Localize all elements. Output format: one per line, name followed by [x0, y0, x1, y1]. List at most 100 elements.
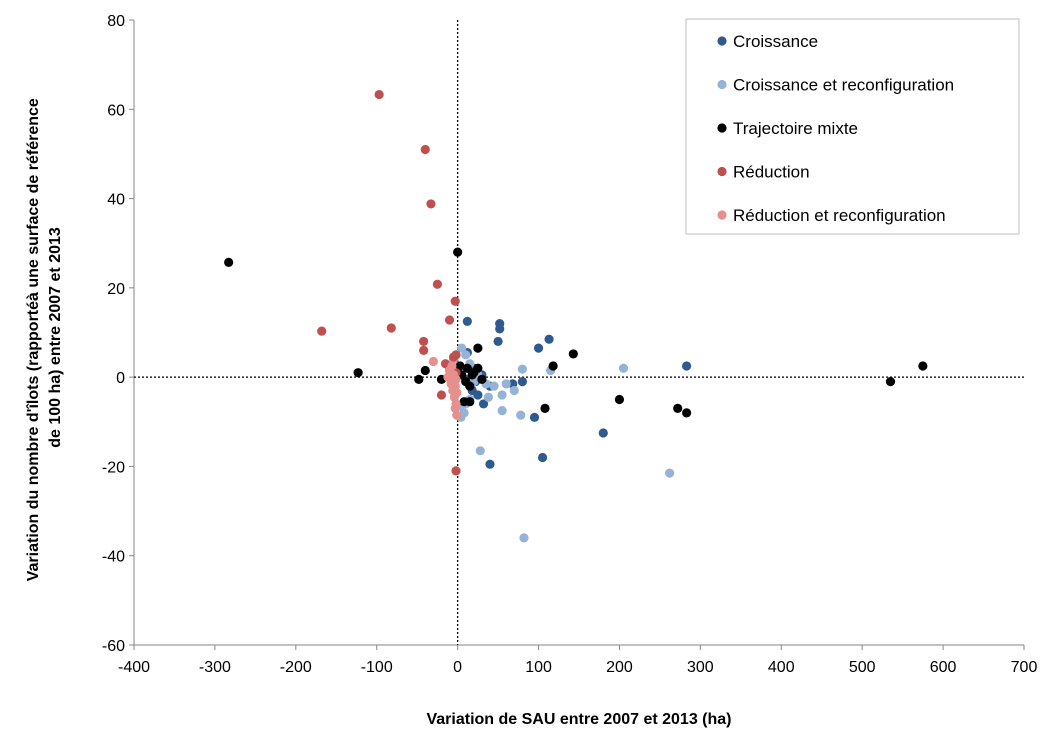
- data-point: [519, 533, 529, 543]
- data-point: [517, 377, 527, 387]
- data-point: [497, 390, 507, 400]
- data-point: [501, 379, 511, 389]
- x-axis-title: Variation de SAU entre 2007 et 2013 (ha): [426, 711, 731, 728]
- data-point: [918, 361, 928, 371]
- data-point: [426, 199, 436, 209]
- data-point: [447, 361, 457, 371]
- x-tick-label: 700: [1011, 659, 1038, 676]
- data-point: [540, 403, 550, 413]
- data-point: [452, 410, 462, 420]
- data-point: [673, 403, 683, 413]
- y-tick-label: -20: [102, 459, 125, 476]
- data-point: [436, 390, 447, 400]
- x-tick-labels: -400 -300 -200 -100 0 100 200 300 400 500 600 700: [118, 659, 1037, 676]
- legend-marker: [717, 79, 727, 90]
- data-point: [485, 459, 495, 469]
- x-tick-label: -200: [280, 659, 312, 676]
- data-point: [419, 345, 429, 355]
- series-2: [224, 247, 928, 418]
- data-point: [477, 374, 487, 384]
- data-point: [497, 406, 507, 416]
- data-point: [374, 89, 384, 100]
- y-tick-label: 0: [116, 370, 125, 387]
- data-point: [224, 257, 234, 268]
- x-tick-label: 500: [849, 659, 876, 676]
- legend-marker: [717, 123, 727, 133]
- data-point: [495, 324, 505, 334]
- x-tick-label: -400: [118, 659, 150, 676]
- data-point: [682, 408, 692, 418]
- y-tick-label: -40: [102, 549, 125, 566]
- x-tick-label: -300: [199, 659, 231, 676]
- data-point: [473, 390, 483, 400]
- data-point: [455, 361, 465, 371]
- data-point: [544, 334, 554, 344]
- x-tick-label: 200: [606, 659, 633, 676]
- legend-label: Croissance et reconfiguration: [733, 76, 954, 95]
- y-tick-label: -60: [102, 638, 125, 655]
- legend-label: Croissance: [733, 32, 818, 51]
- data-point: [475, 446, 485, 456]
- legend: Croissance Croissance et reconfiguration T…: [685, 18, 1020, 235]
- data-point: [462, 316, 472, 326]
- legend-box: [685, 18, 1020, 235]
- data-point: [548, 361, 558, 371]
- data-point: [568, 349, 578, 359]
- y-tick-label: 20: [107, 281, 125, 298]
- legend-marker: [717, 210, 727, 220]
- data-point: [444, 315, 455, 325]
- y-axis-title-line-1: Variation du nombre d'îlots (rapportéà u…: [25, 98, 42, 581]
- x-tick-label: 100: [525, 659, 552, 676]
- data-point: [465, 381, 475, 391]
- data-point: [516, 410, 526, 420]
- data-point: [537, 452, 548, 463]
- x-tick-label: -100: [361, 659, 393, 676]
- data-point: [493, 336, 503, 347]
- legend-label: Trajectoire mixte: [733, 119, 858, 138]
- data-point: [469, 368, 479, 378]
- data-point: [432, 279, 443, 289]
- data-point: [419, 336, 429, 347]
- data-point: [353, 368, 363, 378]
- data-point: [317, 326, 327, 336]
- legend-label: Réduction: [733, 163, 810, 182]
- data-point: [682, 361, 692, 371]
- data-point: [533, 343, 544, 353]
- data-point: [517, 364, 527, 374]
- data-point: [598, 428, 608, 438]
- legend-marker: [717, 36, 727, 46]
- data-point: [618, 363, 629, 373]
- data-point: [509, 385, 519, 396]
- data-point: [478, 399, 489, 409]
- data-point: [665, 468, 675, 478]
- legend-label: Réduction et reconfiguration: [733, 206, 946, 225]
- data-point: [386, 323, 396, 333]
- x-tick-label: 400: [768, 659, 795, 676]
- data-point: [457, 343, 467, 353]
- data-point: [443, 372, 453, 382]
- series-3: [317, 89, 461, 476]
- series-0: [461, 316, 692, 469]
- data-point: [451, 350, 461, 360]
- y-tick-label: 60: [107, 102, 125, 119]
- y-axis-ticks: [129, 19, 134, 646]
- y-axis-title: Variation du nombre d'îlots (rapportéà u…: [25, 94, 64, 582]
- data-point: [473, 343, 483, 353]
- data-point: [461, 350, 471, 360]
- data-point: [414, 374, 424, 384]
- data-points: [224, 89, 928, 543]
- x-tick-label: 300: [687, 659, 714, 676]
- x-axis-ticks: [133, 645, 1025, 650]
- y-axis-title-line-2: de 100 ha) entre 2007 et 2013: [47, 227, 64, 448]
- legend-marker: [717, 166, 727, 177]
- series-4: [428, 356, 462, 420]
- data-point: [450, 296, 460, 306]
- y-tick-labels: -60 -40 -20 0 20 40 60 80: [102, 13, 125, 655]
- data-point: [420, 144, 430, 155]
- y-tick-label: 80: [107, 13, 125, 30]
- data-point: [483, 392, 493, 402]
- data-point: [614, 394, 625, 405]
- data-point: [489, 381, 499, 391]
- x-tick-label: 600: [930, 659, 957, 676]
